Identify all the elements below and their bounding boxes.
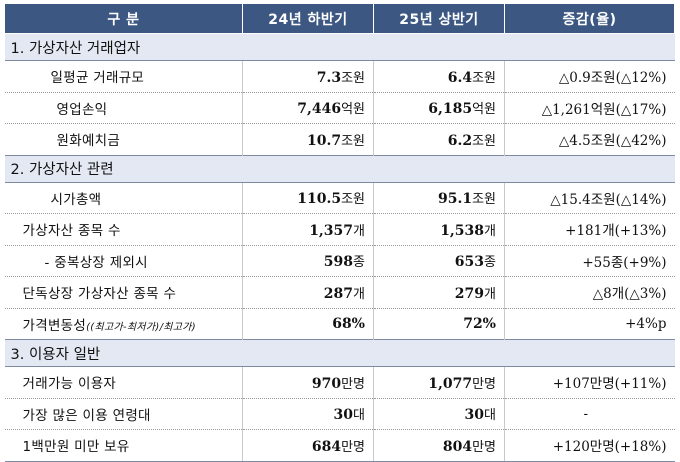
change-value: △0.9조원(△12%) xyxy=(504,60,675,93)
value-2025h1: 95.1조원 xyxy=(373,182,505,214)
change-value: △4.5조원(△42%) xyxy=(504,123,675,156)
section-title: 3. 이용자 일반 xyxy=(4,339,675,367)
row-label: - 중복상장 제외시 xyxy=(4,245,243,277)
table-row: 시가총액 110.5조원 95.1조원 △15.4조원(△14%) xyxy=(4,182,675,214)
stats-table-container: 구 분 24년 하반기 25년 상반기 증감(율) 1. 가상자산 거래업자 일… xyxy=(4,3,675,462)
row-label-note: ((최고가-최저가)/최고가) xyxy=(86,321,196,333)
value-2025h1: 6.4조원 xyxy=(373,60,505,93)
row-label: 단독상장 가상자산 종목 수 xyxy=(4,276,243,309)
crypto-market-table: 구 분 24년 하반기 25년 상반기 증감(율) 1. 가상자산 거래업자 일… xyxy=(4,3,675,462)
value-2024h2: 7.3조원 xyxy=(242,60,374,93)
section-title: 1. 가상자산 거래업자 xyxy=(4,33,675,61)
section-row: 3. 이용자 일반 xyxy=(4,339,675,367)
value-2025h1: 30대 xyxy=(373,398,505,430)
table-row: 가상자산 종목 수 1,357개 1,538개 +181개(+13%) xyxy=(4,213,675,246)
change-value: - xyxy=(504,398,675,430)
value-2024h2: 684만명 xyxy=(242,429,374,462)
value-2025h1: 72% xyxy=(373,308,505,340)
row-label: 영업손익 xyxy=(4,92,243,124)
change-value: △8개(△3%) xyxy=(504,276,675,309)
value-2025h1: 804만명 xyxy=(373,429,505,462)
table-row: 가격변동성((최고가-최저가)/최고가) 68% 72% +4%p xyxy=(4,308,675,340)
value-2024h2: 287개 xyxy=(242,276,374,309)
value-2024h2: 68% xyxy=(242,308,374,340)
change-value: +107만명(+11%) xyxy=(504,366,675,399)
row-label: 가격변동성((최고가-최저가)/최고가) xyxy=(4,308,243,340)
change-value: △15.4조원(△14%) xyxy=(504,182,675,214)
table-row: 영업손익 7,446억원 6,185억원 △1,261억원(△17%) xyxy=(4,92,675,124)
section-row: 2. 가상자산 관련 xyxy=(4,154,675,183)
row-label: 가장 많은 이용 연령대 xyxy=(4,398,243,430)
table-header-row: 구 분 24년 하반기 25년 상반기 증감(율) xyxy=(4,3,675,34)
value-2024h2: 1,357개 xyxy=(242,213,374,246)
change-value: +120만명(+18%) xyxy=(504,429,675,462)
table-row: 원화예치금 10.7조원 6.2조원 △4.5조원(△42%) xyxy=(4,123,675,156)
row-label: 시가총액 xyxy=(4,182,243,214)
row-label: 1백만원 미만 보유 xyxy=(4,429,243,462)
value-2024h2: 970만명 xyxy=(242,366,374,399)
change-value: +181개(+13%) xyxy=(504,213,675,246)
value-2025h1: 653종 xyxy=(373,245,505,277)
change-value: +4%p xyxy=(504,308,675,340)
change-value: +55종(+9%) xyxy=(504,245,675,277)
value-2024h2: 7,446억원 xyxy=(242,92,374,124)
value-2025h1: 1,538개 xyxy=(373,213,505,246)
header-change: 증감(율) xyxy=(504,3,675,34)
value-2024h2: 30대 xyxy=(242,398,374,430)
row-label: 거래가능 이용자 xyxy=(4,366,243,399)
value-2024h2: 598종 xyxy=(242,245,374,277)
value-2024h2: 110.5조원 xyxy=(242,182,374,214)
row-label: 가상자산 종목 수 xyxy=(4,213,243,246)
value-2024h2: 10.7조원 xyxy=(242,123,374,156)
table-row: 가장 많은 이용 연령대 30대 30대 - xyxy=(4,398,675,430)
row-label: 일평균 거래규모 xyxy=(4,60,243,93)
row-label: 원화예치금 xyxy=(4,123,243,156)
table-row: 거래가능 이용자 970만명 1,077만명 +107만명(+11%) xyxy=(4,366,675,399)
value-2025h1: 6,185억원 xyxy=(373,92,505,124)
table-row: 일평균 거래규모 7.3조원 6.4조원 △0.9조원(△12%) xyxy=(4,60,675,93)
value-2025h1: 279개 xyxy=(373,276,505,309)
header-2024h2: 24년 하반기 xyxy=(242,3,374,34)
value-2025h1: 6.2조원 xyxy=(373,123,505,156)
value-2025h1: 1,077만명 xyxy=(373,366,505,399)
section-row: 1. 가상자산 거래업자 xyxy=(4,33,675,61)
change-value: △1,261억원(△17%) xyxy=(504,92,675,124)
table-row: - 중복상장 제외시 598종 653종 +55종(+9%) xyxy=(4,245,675,277)
table-row: 1백만원 미만 보유 684만명 804만명 +120만명(+18%) xyxy=(4,429,675,462)
table-row: 단독상장 가상자산 종목 수 287개 279개 △8개(△3%) xyxy=(4,276,675,309)
header-category: 구 분 xyxy=(4,3,243,34)
header-2025h1: 25년 상반기 xyxy=(373,3,505,34)
section-title: 2. 가상자산 관련 xyxy=(4,154,675,183)
